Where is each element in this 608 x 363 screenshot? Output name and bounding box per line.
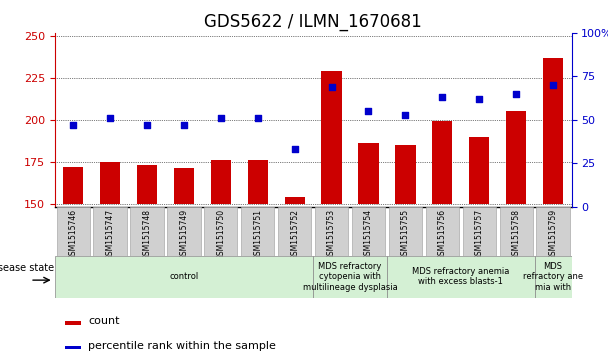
Point <box>511 91 521 97</box>
Point <box>179 122 188 128</box>
Bar <box>204 207 238 256</box>
Text: GSM1515750: GSM1515750 <box>216 209 226 261</box>
Text: count: count <box>88 316 120 326</box>
Text: GSM1515751: GSM1515751 <box>254 209 262 260</box>
Bar <box>167 207 201 256</box>
Bar <box>463 207 496 256</box>
Point <box>437 94 447 100</box>
Text: GSM1515759: GSM1515759 <box>548 209 558 261</box>
Bar <box>100 162 120 204</box>
Text: GSM1515754: GSM1515754 <box>364 209 373 261</box>
Bar <box>358 143 379 204</box>
Text: GSM1515746: GSM1515746 <box>69 209 78 261</box>
Text: GSM1515757: GSM1515757 <box>475 209 484 261</box>
Bar <box>534 256 572 298</box>
Point <box>401 112 410 118</box>
Bar <box>65 346 80 350</box>
Bar <box>469 136 489 204</box>
Point <box>364 108 373 114</box>
Bar <box>247 160 268 204</box>
Bar <box>63 167 83 204</box>
Title: GDS5622 / ILMN_1670681: GDS5622 / ILMN_1670681 <box>204 13 422 31</box>
Bar <box>395 145 415 204</box>
Text: MDS
refractory ane
mia with: MDS refractory ane mia with <box>523 262 583 292</box>
Text: GSM1515758: GSM1515758 <box>512 209 520 260</box>
Point <box>253 115 263 121</box>
Text: MDS refractory
cytopenia with
multilineage dysplasia: MDS refractory cytopenia with multilinea… <box>303 262 398 292</box>
Text: GSM1515756: GSM1515756 <box>438 209 447 261</box>
Text: GSM1515752: GSM1515752 <box>290 209 299 260</box>
Text: GSM1515747: GSM1515747 <box>106 209 114 261</box>
Point <box>68 122 78 128</box>
Bar <box>57 207 90 256</box>
Text: GSM1515753: GSM1515753 <box>327 209 336 261</box>
Bar <box>432 122 452 204</box>
Point <box>290 147 300 152</box>
Bar <box>426 207 459 256</box>
Point <box>548 82 558 88</box>
Bar <box>389 207 422 256</box>
Bar <box>285 197 305 204</box>
Text: control: control <box>169 272 199 281</box>
Bar <box>352 207 385 256</box>
Bar <box>211 160 231 204</box>
Bar <box>65 321 80 325</box>
Point <box>474 96 484 102</box>
Bar <box>174 168 194 204</box>
Text: percentile rank within the sample: percentile rank within the sample <box>88 341 276 351</box>
Point <box>326 84 336 90</box>
Point <box>216 115 226 121</box>
Text: MDS refractory anemia
with excess blasts-1: MDS refractory anemia with excess blasts… <box>412 267 510 286</box>
Bar <box>313 256 387 298</box>
Bar <box>315 207 348 256</box>
Bar <box>387 256 534 298</box>
Text: GSM1515748: GSM1515748 <box>142 209 151 260</box>
Bar <box>536 207 570 256</box>
Text: GSM1515749: GSM1515749 <box>179 209 188 261</box>
Text: disease state: disease state <box>0 262 54 273</box>
Bar <box>55 256 313 298</box>
Bar <box>241 207 274 256</box>
Bar <box>506 111 527 204</box>
Bar <box>322 71 342 204</box>
Bar <box>278 207 311 256</box>
Bar <box>500 207 533 256</box>
Bar <box>137 165 157 204</box>
Point <box>105 115 115 121</box>
Text: GSM1515755: GSM1515755 <box>401 209 410 261</box>
Bar <box>130 207 164 256</box>
Bar <box>543 58 563 204</box>
Bar <box>94 207 126 256</box>
Point <box>142 122 152 128</box>
